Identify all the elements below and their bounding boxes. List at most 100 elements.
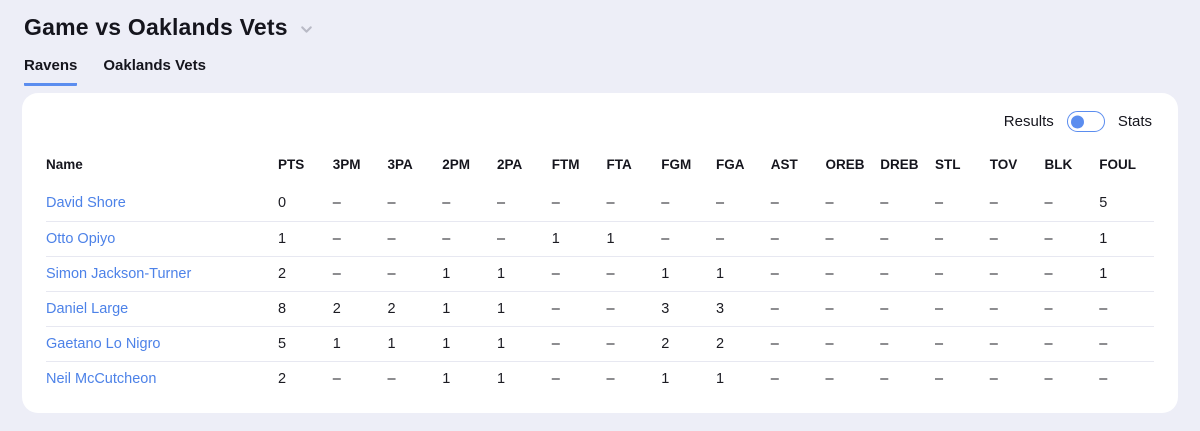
table-row: Gaetano Lo Nigro 5 1 1 1 1– –2 2– – – – – – – [46,326,1154,362]
stat-cell: – [442,221,497,257]
table-row: Otto Opiyo 1– – – –1 1– – – – – – – –1 [46,221,1154,257]
stat-cell: – [935,370,944,387]
stat-cell: 1 [332,326,388,362]
stat-cell: 1 [442,326,497,362]
stat-cell: – [497,221,552,257]
stat-cell: – [332,370,341,387]
stat-cell: – [770,256,826,292]
stat-cell: 1 [497,370,506,387]
stat-cell: – [770,291,826,327]
stat-cell: 0 [278,186,333,222]
stat-cell: – [606,186,662,222]
stat-cell: 1 [442,291,497,327]
stat-cell: – [716,186,771,222]
table-row: Neil McCutcheon 2 – – 1 1 – – 1 1 – – – – – – – [46,361,1154,396]
stat-cell: – [880,326,935,362]
stat-cell: – [332,221,388,257]
stats-card: Results Stats Name PTS 3PM 3PA 2PM 2PA FTM FTA F… [22,93,1178,413]
stat-cell: – [442,186,497,222]
stat-cell: 3 [716,291,771,327]
stat-cell: – [880,221,935,257]
stat-cell: – [989,370,998,387]
column-header-pts: PTS [278,157,305,172]
stat-cell: 1 [278,221,333,257]
team-tabs: Ravens Oaklands Vets [22,57,1178,86]
column-header-3pm: 3PM [332,157,361,172]
stat-cell: – [770,186,826,222]
stat-cell: 1 [497,326,552,362]
player-link[interactable]: Simon Jackson-Turner [46,265,192,282]
stat-cell: – [1044,291,1100,327]
stat-cell: – [880,291,935,327]
stat-cell: – [1044,221,1100,257]
chevron-down-icon[interactable] [298,21,315,38]
player-link[interactable]: Gaetano Lo Nigro [46,335,161,352]
player-link[interactable]: David Shore [46,195,126,212]
column-header-2pm: 2PM [442,157,471,172]
stat-cell: 2 [661,326,716,362]
results-stats-toggle-row: Results Stats [46,111,1154,132]
stat-cell: – [606,256,662,292]
toggle-knob [1070,115,1084,128]
tab-oaklands-vets[interactable]: Oaklands Vets [103,57,206,74]
stat-cell: 1 [551,221,607,257]
column-header-fgm: FGM [661,157,692,172]
stat-cell: – [880,186,935,222]
stat-cell: – [387,186,443,222]
stat-cell: – [825,326,881,362]
stat-cell: – [1099,326,1154,362]
table-header-row: Name PTS 3PM 3PA 2PM 2PA FTM FTA FGM FGA AST OREB DR… [46,149,1154,186]
column-header-name: Name [46,157,83,172]
stat-cell: 8 [278,291,333,327]
stat-cell: – [770,326,826,362]
stat-cell: 1 [661,256,716,292]
stat-cell: 2 [278,256,333,292]
stat-cell: 5 [278,326,333,362]
stat-cell: – [935,186,990,222]
stat-cell: 2 [387,291,443,327]
stat-cell: 2 [278,370,287,387]
player-link[interactable]: Neil McCutcheon [46,370,157,387]
stat-cell: 1 [442,370,451,387]
results-stats-toggle[interactable] [1066,111,1105,132]
stat-cell: 1 [716,370,725,387]
stat-cell: – [935,256,990,292]
stat-cell: – [1044,186,1100,222]
stat-cell: – [935,326,990,362]
stat-cell: – [770,370,779,387]
column-header-stl: STL [935,157,961,172]
stat-cell: – [497,186,552,222]
stat-cell: – [989,291,1045,327]
player-link[interactable]: Otto Opiyo [46,230,116,247]
stat-cell: 2 [332,291,388,327]
column-header-3pa: 3PA [387,157,413,172]
stat-cell: 1 [497,256,552,292]
player-stats-table: Name PTS 3PM 3PA 2PM 2PA FTM FTA FGM FGA AST OREB DR… [46,149,1154,396]
stat-cell: – [935,221,990,257]
column-header-ftm: FTM [551,157,580,172]
stat-cell: – [1044,256,1100,292]
stat-cell: – [387,370,396,387]
stat-cell: – [1099,370,1108,387]
stat-cell: – [825,370,834,387]
stat-cell: 1 [606,221,662,257]
game-title-row: Game vs Oaklands Vets [22,14,1178,41]
stat-cell: – [551,291,607,327]
player-link[interactable]: Daniel Large [46,300,129,317]
stat-cell: – [989,256,1045,292]
stat-cell: – [551,326,607,362]
column-header-ast: AST [770,157,798,172]
stat-cell: – [880,370,889,387]
stat-cell: – [551,186,607,222]
stat-cell: – [661,221,716,257]
stat-cell: – [935,291,990,327]
stat-cell: – [1044,326,1100,362]
stat-cell: – [825,221,881,257]
stat-cell: – [606,370,615,387]
stat-cell: 3 [661,291,716,327]
stat-cell: – [880,256,935,292]
tab-ravens[interactable]: Ravens [24,57,78,86]
stat-cell: – [332,256,388,292]
stat-cell: – [387,221,443,257]
column-header-fta: FTA [606,157,632,172]
